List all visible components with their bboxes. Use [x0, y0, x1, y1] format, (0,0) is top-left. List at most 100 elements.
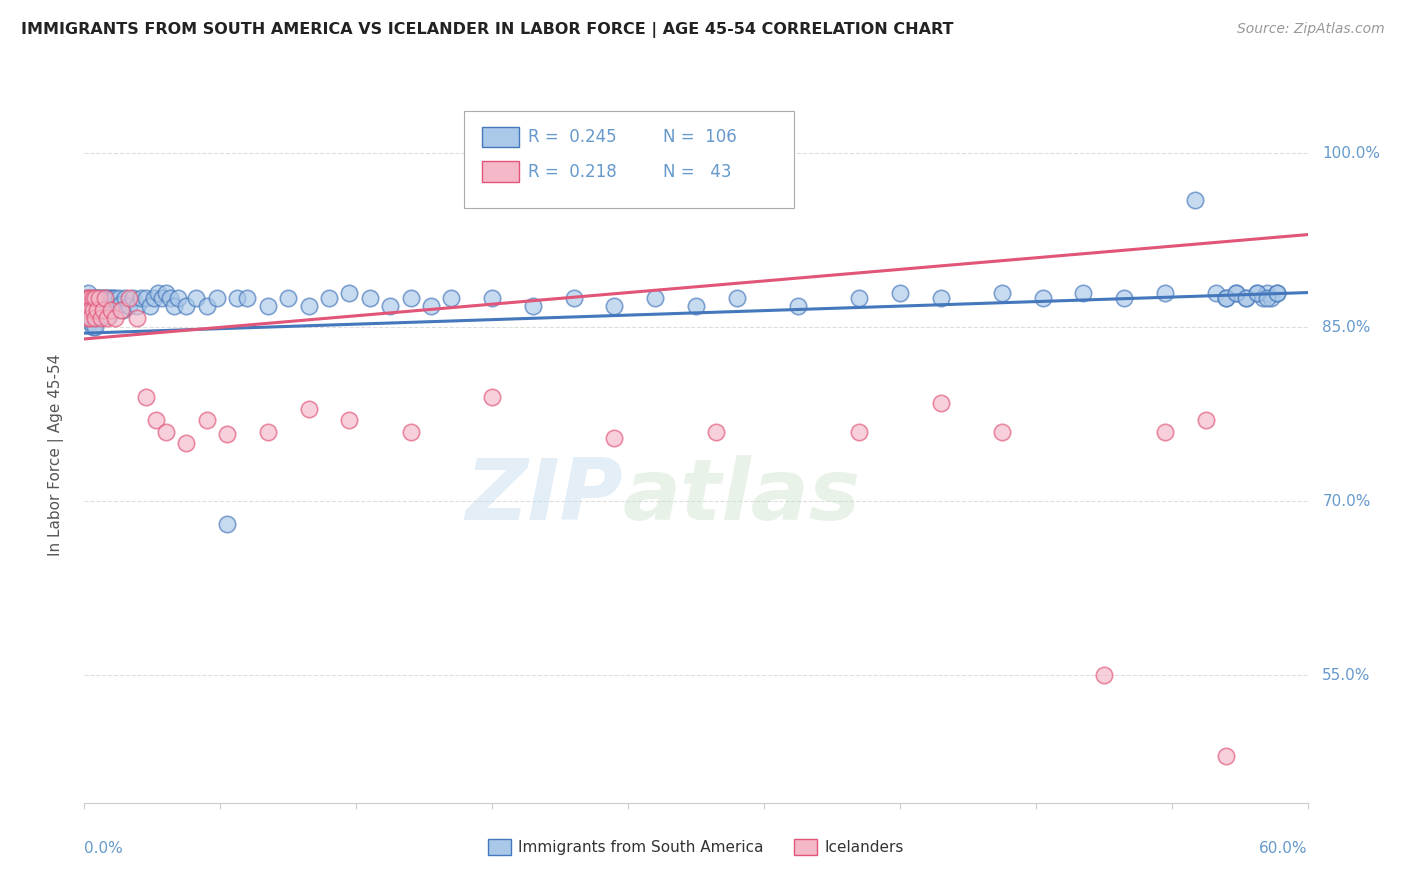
Point: [257, 300, 280, 314]
Point: [93, 300, 115, 314]
Point: [79, 303, 101, 318]
Point: [82, 311, 104, 326]
Point: [135, 390, 157, 404]
Point: [298, 401, 321, 416]
Point: [75, 297, 97, 311]
Point: [1205, 285, 1227, 300]
Point: [77, 291, 100, 305]
Point: [138, 300, 160, 314]
Text: 85.0%: 85.0%: [1322, 320, 1371, 334]
Text: 70.0%: 70.0%: [1322, 494, 1371, 508]
Point: [97, 309, 120, 323]
Point: [1153, 425, 1175, 439]
Point: [91, 303, 114, 318]
Point: [87, 291, 110, 305]
Point: [75, 291, 97, 305]
Point: [90, 291, 112, 305]
Point: [122, 291, 145, 305]
Text: N =  106: N = 106: [664, 128, 737, 146]
Point: [82, 291, 104, 305]
Point: [83, 311, 105, 326]
Point: [90, 311, 112, 326]
Point: [644, 291, 666, 305]
Point: [195, 413, 218, 427]
Point: [77, 303, 100, 318]
Point: [112, 303, 135, 318]
Point: [1114, 291, 1136, 305]
Point: [991, 425, 1014, 439]
Point: [205, 291, 228, 305]
Point: [90, 309, 112, 323]
Point: [1195, 413, 1218, 427]
Point: [83, 320, 105, 334]
Point: [77, 303, 100, 318]
Point: [1251, 291, 1274, 305]
Point: [380, 300, 402, 314]
Point: [146, 285, 169, 300]
Point: [603, 431, 626, 445]
Point: [226, 291, 249, 305]
Point: [1246, 285, 1268, 300]
Point: [100, 300, 122, 314]
Text: N =   43: N = 43: [664, 162, 731, 181]
Point: [889, 285, 911, 300]
Point: [114, 291, 136, 305]
Point: [399, 291, 422, 305]
Point: [1256, 291, 1278, 305]
Point: [277, 291, 299, 305]
Y-axis label: In Labor Force | Age 45-54: In Labor Force | Age 45-54: [48, 354, 63, 556]
Point: [420, 300, 443, 314]
Point: [135, 291, 157, 305]
Point: [105, 300, 128, 314]
Point: [93, 291, 115, 305]
Legend: Immigrants from South America, Icelanders: Immigrants from South America, Icelander…: [482, 833, 910, 862]
Point: [155, 425, 177, 439]
Point: [90, 300, 112, 314]
Point: [217, 427, 239, 442]
Point: [75, 291, 97, 305]
Point: [685, 300, 707, 314]
Point: [82, 303, 104, 318]
Point: [83, 291, 105, 305]
Text: 55.0%: 55.0%: [1322, 668, 1371, 682]
Text: Source: ZipAtlas.com: Source: ZipAtlas.com: [1237, 22, 1385, 37]
Point: [399, 425, 422, 439]
Point: [440, 291, 463, 305]
Point: [96, 311, 118, 326]
Point: [787, 300, 810, 314]
Point: [725, 291, 748, 305]
Point: [603, 300, 626, 314]
Point: [1092, 668, 1115, 682]
Point: [82, 303, 104, 318]
Point: [704, 425, 728, 439]
Point: [82, 297, 104, 311]
Text: R =  0.218: R = 0.218: [529, 162, 617, 181]
Point: [359, 291, 381, 305]
Point: [1215, 291, 1237, 305]
Point: [929, 291, 952, 305]
Point: [79, 300, 101, 314]
Point: [195, 300, 218, 314]
Point: [91, 300, 114, 314]
Point: [127, 300, 149, 314]
Point: [96, 291, 118, 305]
Point: [155, 285, 177, 300]
Point: [167, 291, 190, 305]
Point: [97, 291, 120, 305]
Point: [1032, 291, 1054, 305]
Point: [79, 291, 101, 305]
Point: [1071, 285, 1094, 300]
Point: [1184, 193, 1206, 207]
Point: [79, 309, 101, 323]
Point: [1234, 291, 1257, 305]
Point: [1246, 285, 1268, 300]
FancyBboxPatch shape: [482, 127, 519, 147]
Point: [318, 291, 340, 305]
Point: [562, 291, 585, 305]
Point: [108, 291, 131, 305]
Text: IMMIGRANTS FROM SOUTH AMERICA VS ICELANDER IN LABOR FORCE | AGE 45-54 CORRELATIO: IMMIGRANTS FROM SOUTH AMERICA VS ICELAND…: [21, 22, 953, 38]
Point: [1225, 285, 1247, 300]
Point: [79, 315, 101, 329]
Point: [174, 300, 197, 314]
Point: [127, 311, 149, 326]
